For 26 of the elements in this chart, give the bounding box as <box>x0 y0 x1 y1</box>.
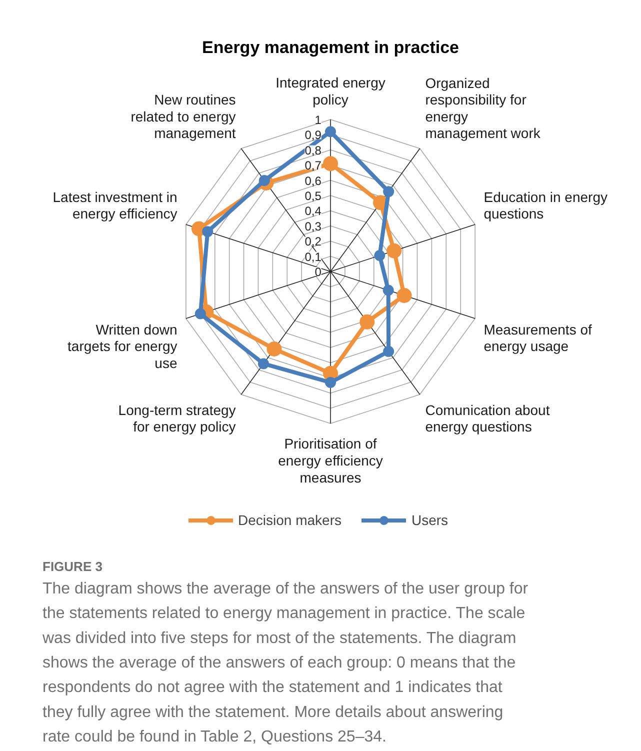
y-tick-label: 0,2 <box>304 234 322 249</box>
spoke-label: Prioritisation of energy efficiency measures <box>278 436 383 486</box>
chart-title: Energy management in practice <box>202 38 459 57</box>
spoke-label: Long-term strategy for energy policy <box>118 402 236 435</box>
spoke-label: Written down targets for energy use <box>68 321 178 371</box>
y-tick-label: 0,4 <box>304 204 322 218</box>
spoke-label: Measurements of energy usage <box>484 321 592 354</box>
spoke-label: Education in energy questions <box>484 188 608 222</box>
spoke-label: New routines related to energy management <box>130 92 236 142</box>
spoke-label: Latest investment in energy efficiency <box>52 188 178 222</box>
spoke-label: Integrated energy policy <box>276 74 386 108</box>
legend-label: Decision makers <box>238 512 342 528</box>
y-tick-label: 0,1 <box>304 250 322 264</box>
text: The diagram shows the average of the answers of the user group for the statements related to energy management in practice. The scale was divided into five steps for most of the statements. The diagram shows the average of the answers of each group: 0 means that the respondents do not agree with the statement and 1 indicates that they fully agree with the statement. More details about answering rate could be found in Table 2, Questions 25–34. <box>42 580 529 746</box>
y-tick-label: 0,9 <box>304 128 322 142</box>
y-tick-label: 0 <box>314 265 322 279</box>
y-tick-label: 0,3 <box>304 219 322 234</box>
caption: FIGURE 3 <box>42 559 102 574</box>
legend-label: Users <box>411 512 448 528</box>
y-tick-label: 0,8 <box>304 143 322 158</box>
spoke-label: Organized responsibility for energy management work <box>425 74 542 142</box>
y-tick-label: 0,7 <box>304 158 322 173</box>
y-tick-label: 1 <box>314 113 322 127</box>
y-tick-label: 0,5 <box>304 189 322 203</box>
y-tick-label: 0,6 <box>304 174 322 188</box>
spoke-label: Comunication about energy questions <box>425 402 550 435</box>
